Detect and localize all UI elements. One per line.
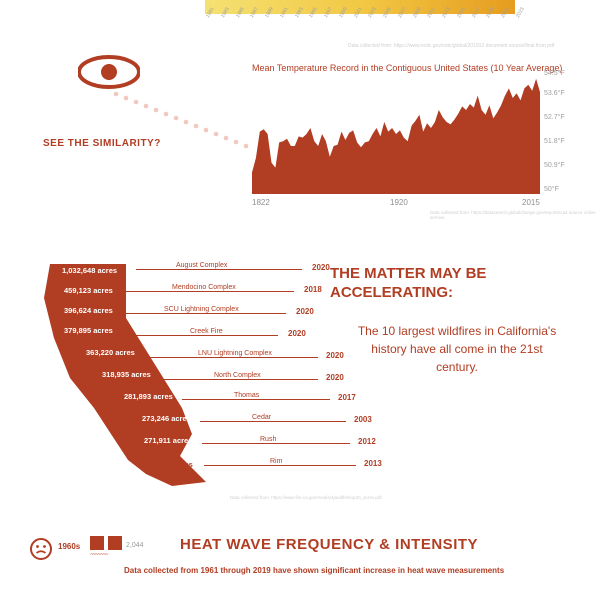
fire-year: 2020 [326,373,344,382]
fire-acres: 257,314 acres [144,460,193,469]
fire-row: 273,246 acresCedar2003 [64,418,334,440]
heatwave-square-2 [108,536,122,550]
wildfire-headline: THE MATTER MAY BE ACCELERATING: [330,265,600,303]
eye-icon [78,55,140,89]
heatwave-decade: 1960s [58,542,80,551]
fire-acres: 271,911 acres [144,436,192,445]
fire-connector [146,357,318,358]
heatwave-title: HEAT WAVE FREQUENCY & INTENSITY [180,536,478,553]
fire-row: 257,314 acresRim2013 [64,462,334,484]
heatwave-wave-icon: ~~~~~~~ [90,552,108,558]
fire-connector [200,421,346,422]
fire-row: 1,032,648 acres August Complex 2020 [64,264,334,286]
fire-acres: 318,935 acres [102,370,151,379]
fire-connector [160,379,318,380]
temp-chart-title: Mean Temperature Record in the Contiguou… [252,63,562,73]
fire-name: Cedar [252,414,271,421]
fire-name: LNU Lightning Complex [198,350,272,357]
fire-acres: 396,624 acres [64,306,113,315]
fire-row: 318,935 acresNorth Complex2020 [64,374,334,396]
fire-connector [122,335,278,336]
fire-acres: 379,895 acres [64,326,113,335]
wildfire-subtext: The 10 largest wildfires in California's… [352,322,562,376]
temperature-chart [252,74,540,194]
heatwave-square-1 [90,536,104,550]
fire-connector [204,465,356,466]
fire-year: 2003 [354,415,372,424]
fire-acres: 1,032,648 acres [62,266,117,275]
heatwave-sub: Data collected from 1961 through 2019 ha… [124,566,504,575]
fire-connector [182,399,330,400]
dotted-connector [110,90,250,150]
temp-y-labels: 54.5°F53.6°F52.7°F51.8°F50.9°F50°F [544,70,592,196]
fire-year: 2020 [288,329,306,338]
fire-name: Creek Fire [190,328,223,335]
fire-acres: 273,246 acres [142,414,191,423]
fire-connector [123,313,286,314]
fire-name: Rush [260,436,276,443]
heatwave-count: 2,044 [126,542,144,549]
fire-name: Rim [270,458,282,465]
fire-connector [136,269,302,270]
fire-row: 281,893 acresThomas2017 [64,396,334,418]
fire-name: SCU Lightning Complex [164,306,239,313]
credit-temp: Data collected from: https://datasearch.… [430,210,600,220]
fire-year: 2020 [326,351,344,360]
fire-year: 2020 [296,307,314,316]
fire-connector [126,291,294,292]
fire-year: 2020 [312,263,330,272]
credit-top: Data collected from: https://www.ncdc.go… [348,43,554,49]
fire-year: 2013 [364,459,382,468]
temp-x-labels: 1822 1920 2015 [252,198,540,208]
fire-connector [202,443,350,444]
fire-name: North Complex [214,372,261,379]
wildfire-list: 1,032,648 acresAugust Complex2020459,123… [64,264,334,484]
fire-year: 2012 [358,437,376,446]
fire-year: 2018 [304,285,322,294]
fire-year: 2017 [338,393,356,402]
fire-acres: 459,123 acres [64,286,113,295]
fire-row: 459,123 acres Mendocino Complex 2018 [64,286,334,308]
fire-acres: 281,893 acres [124,392,173,401]
gradient-year-ticks: 1981198319851987198919911993199519971999… [205,16,515,36]
fire-name: Mendocino Complex [172,284,236,291]
fire-name: Thomas [234,392,259,399]
fire-name: August Complex [176,262,227,269]
fire-row: 271,911 acresRush2012 [64,440,334,462]
sad-face-icon [30,538,52,560]
fire-acres: 363,220 acres [86,348,135,357]
credit-wildfire: Data collected from: https://www.fire.ca… [230,495,382,500]
